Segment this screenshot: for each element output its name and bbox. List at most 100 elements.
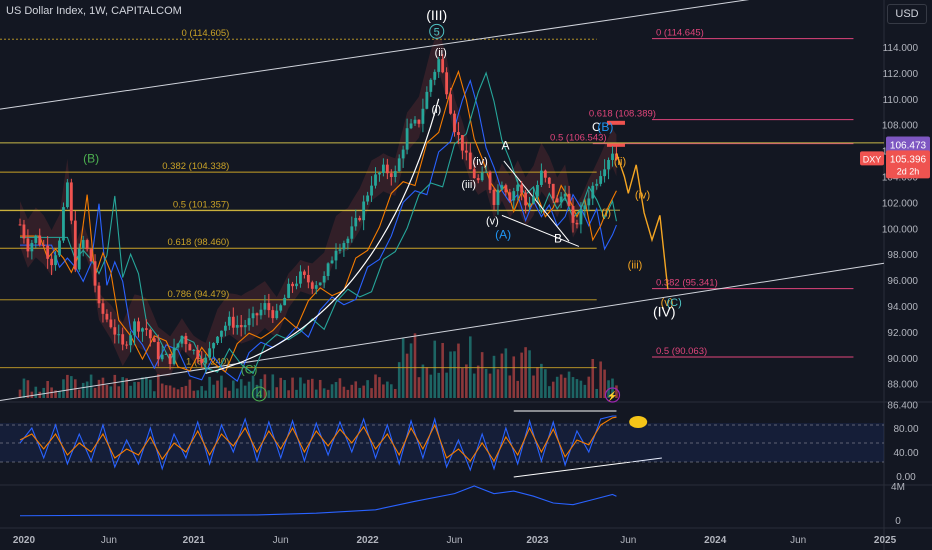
volume-bar — [326, 389, 330, 398]
candle-body — [417, 119, 421, 124]
candle-body — [97, 285, 101, 304]
volume-bar — [101, 377, 105, 398]
volume-bar — [77, 389, 81, 398]
y-tick-label: 86.400 — [887, 400, 918, 411]
candle-body — [38, 235, 42, 245]
volume-bar — [220, 375, 223, 398]
candle-body — [528, 203, 531, 206]
candle-body — [480, 172, 484, 181]
volume-bar — [599, 361, 602, 398]
candle-body — [421, 108, 425, 124]
candle-body — [457, 132, 460, 136]
candle-body — [42, 244, 46, 246]
candle-body — [370, 185, 373, 196]
price-tag — [886, 136, 930, 153]
y-tick-label: 100.000 — [882, 224, 919, 235]
volume-bar — [425, 367, 429, 398]
currency-button[interactable]: USD — [887, 4, 927, 24]
volume-bar — [145, 376, 148, 398]
volume-bar — [318, 379, 322, 398]
volume-bar — [283, 380, 286, 398]
volume-bar — [334, 382, 338, 398]
candle-body — [425, 91, 429, 109]
volume-bar — [38, 391, 42, 398]
y-tick-label: 112.000 — [883, 69, 919, 80]
fib-extension-label: 0.382 (95.341) — [656, 278, 718, 289]
volume-bar — [255, 384, 259, 398]
candle-body — [93, 261, 97, 286]
candle-body — [50, 258, 53, 266]
volume-bar — [307, 379, 310, 398]
candle-body — [555, 198, 559, 203]
candle-body — [239, 325, 243, 328]
candle-body — [401, 149, 405, 159]
candle-body — [468, 152, 472, 170]
candle-body — [299, 271, 302, 284]
candle-body — [196, 349, 200, 359]
volume-bar — [551, 381, 555, 398]
candle-body — [579, 209, 583, 225]
candle-body — [66, 182, 69, 208]
candle-body — [208, 348, 211, 358]
wave-label: (i) — [601, 208, 611, 220]
candle-body — [433, 71, 437, 80]
volume-bar — [516, 380, 519, 398]
candle-body — [168, 353, 172, 364]
candle-body — [540, 170, 543, 185]
candle-body — [101, 303, 105, 314]
candle-body — [303, 271, 306, 275]
volume-bar — [595, 388, 598, 398]
candle-body — [393, 171, 397, 177]
wave-circle — [429, 23, 445, 39]
volume-bar — [350, 384, 354, 398]
wave-label: (v) — [661, 297, 674, 309]
volume-bar — [346, 389, 350, 398]
volume-bar — [536, 367, 539, 398]
candle-body — [267, 303, 271, 311]
indicator-tick-label: 4M — [891, 482, 905, 493]
stoch-tick-label: 0.00 — [896, 472, 916, 483]
volume-bar — [397, 362, 401, 398]
candle-body — [330, 260, 334, 264]
volume-bar — [192, 390, 196, 398]
candle-body — [520, 184, 524, 193]
volume-bar — [117, 386, 121, 398]
y-tick-label: 98.000 — [887, 250, 918, 261]
volume-bar — [393, 388, 397, 398]
volume-bar — [180, 387, 184, 398]
y-tick-label: 114.000 — [883, 43, 919, 54]
volume-bar — [508, 375, 512, 398]
x-tick-label: Jun — [273, 535, 289, 546]
fib-extension-label: 0.618 (108.389) — [589, 109, 656, 120]
volume-bar — [342, 386, 346, 398]
volume-bar — [125, 378, 128, 398]
candle-body — [306, 274, 310, 283]
volume-bar — [579, 380, 583, 398]
volume-bar — [472, 373, 476, 398]
candle-body — [492, 189, 496, 205]
volume-bar — [457, 343, 460, 398]
candle-body — [89, 249, 93, 262]
stoch-tick-label: 80.00 — [893, 424, 918, 435]
volume-bar — [208, 376, 211, 398]
volume-bar — [22, 378, 26, 398]
wave-label: (B) — [83, 151, 99, 165]
candle-body — [204, 357, 208, 364]
candle-body — [141, 328, 144, 332]
volume-bar — [70, 376, 73, 398]
candle-body — [235, 325, 239, 328]
candle-body — [109, 319, 113, 328]
wave-label: (A) — [495, 228, 511, 242]
lightning-glyph: ⚡ — [607, 390, 618, 402]
volume-bar — [437, 372, 440, 398]
indicator-tick-label: 0 — [895, 516, 901, 527]
x-tick-label: 2023 — [526, 535, 549, 546]
candle-body — [291, 283, 294, 287]
candle-body — [413, 119, 417, 124]
volume-bar — [575, 379, 579, 398]
candle-body — [334, 250, 338, 261]
candle-body — [105, 313, 109, 320]
y-tick-label: 110.000 — [883, 95, 919, 106]
volume-bar — [615, 385, 618, 398]
